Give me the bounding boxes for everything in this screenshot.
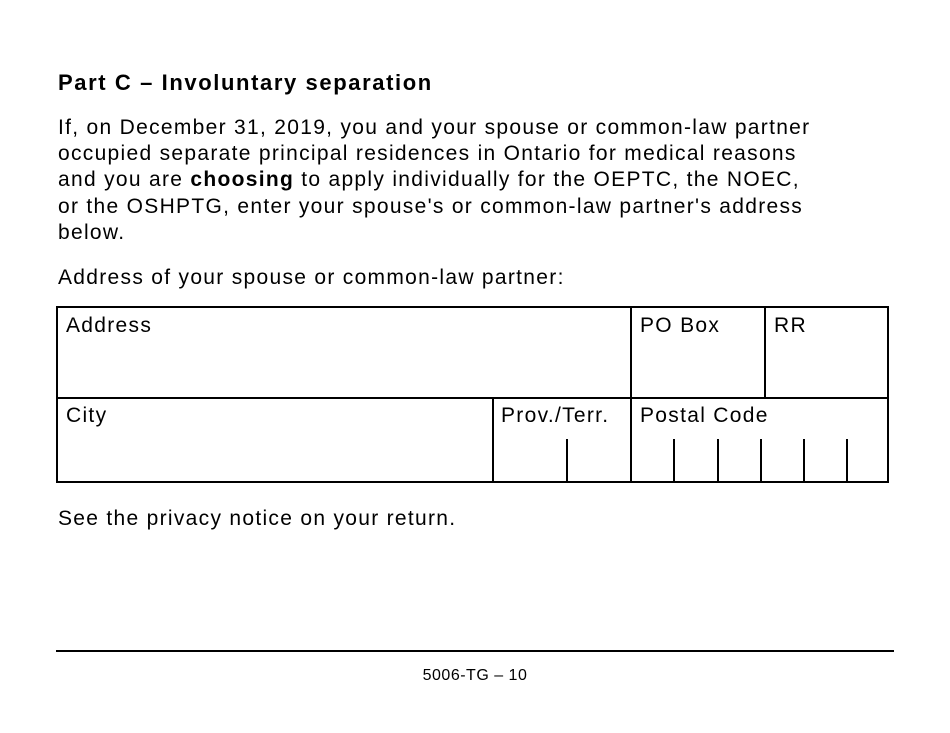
- paragraph-line: below.: [58, 220, 126, 244]
- instructions-paragraph: If, on December 31, 2019, you and your s…: [58, 115, 810, 246]
- paragraph-line: and you are choosing to apply individual…: [58, 167, 810, 193]
- postal-code-label: Postal Code: [640, 404, 769, 427]
- comb-tick: [717, 439, 719, 481]
- paragraph-line: occupied separate principal residences i…: [58, 142, 797, 166]
- comb-tick: [846, 439, 848, 481]
- rr-field[interactable]: RR: [766, 308, 887, 397]
- footer-divider: [56, 650, 894, 652]
- postal-code-field[interactable]: Postal Code: [632, 399, 887, 481]
- city-field[interactable]: City: [58, 399, 492, 481]
- address-label: Address: [66, 314, 153, 337]
- po-box-label: PO Box: [640, 314, 721, 337]
- address-prompt: Address of your spouse or common-law par…: [58, 266, 565, 289]
- column-divider: [630, 308, 632, 481]
- text: to apply individually for the OEPTC, the…: [294, 168, 800, 192]
- column-divider: [764, 308, 766, 397]
- section-heading: Part C – Involuntary separation: [58, 70, 433, 95]
- privacy-notice: See the privacy notice on your return.: [58, 507, 457, 530]
- paragraph-line: If, on December 31, 2019, you and your s…: [58, 116, 811, 139]
- row-divider: [58, 397, 887, 399]
- comb-tick: [760, 439, 762, 481]
- page-number: 5006-TG – 10: [422, 667, 528, 684]
- address-form: Address PO Box RR City Prov./Terr. Posta…: [56, 306, 889, 483]
- comb-tick: [803, 439, 805, 481]
- city-label: City: [66, 404, 108, 427]
- column-divider: [492, 397, 494, 481]
- emphasis-text: choosing: [190, 168, 295, 192]
- comb-tick: [673, 439, 675, 481]
- rr-label: RR: [774, 314, 807, 337]
- paragraph-line: or the OSHPTG, enter your spouse's or co…: [58, 194, 804, 218]
- prov-terr-label: Prov./Terr.: [501, 404, 610, 427]
- po-box-field[interactable]: PO Box: [632, 308, 764, 397]
- address-field[interactable]: Address: [58, 308, 630, 397]
- text: and you are: [58, 168, 191, 192]
- comb-tick: [566, 439, 568, 481]
- prov-terr-field[interactable]: Prov./Terr.: [494, 399, 630, 481]
